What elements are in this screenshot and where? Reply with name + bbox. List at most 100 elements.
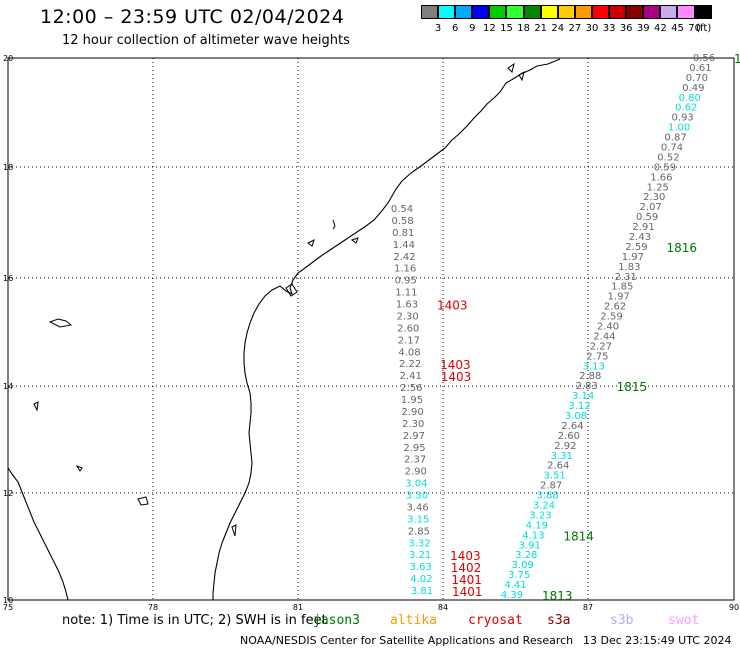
- wave-height-value: 2.88: [579, 371, 601, 382]
- pass-time-label: 1401: [452, 585, 483, 599]
- pass-time-label: 1816: [666, 241, 697, 255]
- wave-height-value: 2.90: [405, 467, 427, 478]
- wave-height-value: 3.13: [583, 361, 605, 372]
- legend-label: 24: [551, 23, 565, 34]
- wave-height-value: 0.81: [392, 228, 414, 239]
- wave-height-value: 2.31: [615, 272, 637, 283]
- map-gridlines: [8, 58, 734, 600]
- lat-tick-label: 20: [3, 54, 13, 63]
- pass-time-label: 1815: [617, 380, 648, 394]
- lon-tick-label: 78: [148, 603, 158, 612]
- legend-label: 12: [483, 23, 496, 34]
- wave-height-value: 2.17: [398, 335, 420, 346]
- wave-height-value: 2.85: [408, 526, 430, 537]
- wave-height-value: 1.95: [401, 395, 423, 406]
- wave-height-value: 0.70: [686, 73, 708, 84]
- wave-height-value: 3.32: [408, 538, 430, 549]
- legend-unit: (ft): [696, 23, 712, 34]
- lat-tick-label: 14: [3, 382, 13, 391]
- wave-height-value: 3.63: [410, 562, 432, 573]
- wave-height-value: 1.44: [393, 240, 415, 251]
- wave-height-value: 2.27: [590, 341, 612, 352]
- lat-tick-label: 18: [3, 163, 13, 172]
- pass-time-label: 1403: [450, 549, 481, 563]
- wave-height-value: 4.39: [501, 590, 523, 601]
- wave-height-value: 0.49: [682, 83, 704, 94]
- color-swatch: [506, 5, 524, 19]
- color-swatch: [523, 5, 541, 19]
- wave-height-value: 2.83: [576, 381, 598, 392]
- color-swatch: [677, 5, 695, 19]
- wave-height-value: 2.30: [643, 192, 665, 203]
- wave-height-value: 0.52: [657, 152, 679, 163]
- lon-tick-label: 81: [293, 603, 303, 612]
- wave-height-value: 3.30: [406, 491, 428, 502]
- wave-height-value: 3.28: [515, 550, 537, 561]
- lon-tick-label: 87: [583, 603, 593, 612]
- wave-height-value: 1.63: [396, 300, 418, 311]
- wave-height-value: 2.37: [404, 455, 426, 466]
- color-swatch: [472, 5, 490, 19]
- color-scale-legend: 3 6 9 12 15 18 21 24 27 30 33 36 39 42 45 70 (ft): [421, 5, 729, 39]
- wave-height-value: 2.59: [625, 242, 647, 253]
- color-swatch: [660, 5, 678, 19]
- wave-height-value: 1.16: [394, 264, 416, 275]
- legend-label: 18: [517, 23, 530, 34]
- wave-height-value: 4.41: [504, 580, 526, 591]
- color-swatch: [626, 5, 644, 19]
- wave-height-value: 2.91: [632, 222, 654, 233]
- wave-height-value: 1.11: [395, 288, 417, 299]
- wave-height-value: 3.23: [529, 510, 551, 521]
- wave-height-value: 2.60: [558, 431, 580, 442]
- pass-time-label: 1403: [441, 370, 472, 384]
- wave-height-value: 3.51: [544, 471, 566, 482]
- wave-height-value: 2.41: [400, 371, 422, 382]
- lon-tick-label: 90: [729, 603, 739, 612]
- wave-height-value: 2.60: [397, 323, 419, 334]
- wave-height-value: 1.97: [622, 252, 644, 263]
- color-swatch: [591, 5, 610, 19]
- wave-height-value: 2.64: [547, 461, 569, 472]
- altimeter-tracks: 0.540.580.811.442.421.160.951.111.632.30…: [391, 52, 740, 603]
- wave-height-value: 4.13: [522, 530, 544, 541]
- wave-height-value: 0.93: [672, 113, 694, 124]
- wave-height-value: 2.92: [554, 441, 576, 452]
- wave-height-value: 1.83: [618, 262, 640, 273]
- color-scale-bar: [421, 5, 729, 21]
- color-swatch: [609, 5, 627, 19]
- color-swatch: [557, 5, 575, 19]
- legend-label: 6: [452, 23, 459, 34]
- wave-height-value: 0.59: [636, 212, 658, 223]
- satellite-legend-s3a: s3a: [547, 613, 571, 628]
- wave-height-value: 0.59: [654, 162, 676, 173]
- legend-label: 27: [568, 23, 582, 34]
- satellite-legend-jason3: jason3: [313, 613, 360, 628]
- wave-height-value: 3.04: [405, 479, 427, 490]
- legend-label: 30: [585, 23, 599, 34]
- wave-height-value: 4.02: [410, 574, 432, 585]
- wave-height-value: 3.91: [519, 540, 541, 551]
- wave-height-value: 2.90: [401, 407, 423, 418]
- pass-time-label: 1814: [563, 529, 594, 543]
- wave-height-value: 3.88: [536, 491, 558, 502]
- wave-height-value: 3.14: [572, 391, 594, 402]
- wave-height-value: 2.59: [600, 312, 622, 323]
- coastline-west: [7, 467, 69, 601]
- wave-height-value: 2.07: [640, 202, 662, 213]
- legend-label: 21: [534, 23, 548, 34]
- wave-height-value: 2.42: [393, 252, 415, 263]
- wave-height-value: 3.21: [409, 550, 431, 561]
- wave-height-value: 1.00: [668, 123, 690, 134]
- chart-subtitle: 12 hour collection of altimeter wave hei…: [62, 33, 350, 48]
- wave-height-value: 4.19: [526, 520, 548, 531]
- wave-height-value: 3.46: [406, 502, 428, 513]
- color-swatch: [574, 5, 592, 19]
- wave-height-value: 0.74: [661, 143, 683, 154]
- color-swatch: [438, 5, 456, 19]
- pass-time-label: 1813: [542, 589, 573, 603]
- wave-height-value: 2.56: [400, 383, 422, 394]
- legend-label: 42: [654, 23, 667, 34]
- wave-height-value: 0.62: [675, 103, 697, 114]
- wave-height-value: 2.87: [540, 481, 562, 492]
- wave-height-value: 3.15: [407, 514, 429, 525]
